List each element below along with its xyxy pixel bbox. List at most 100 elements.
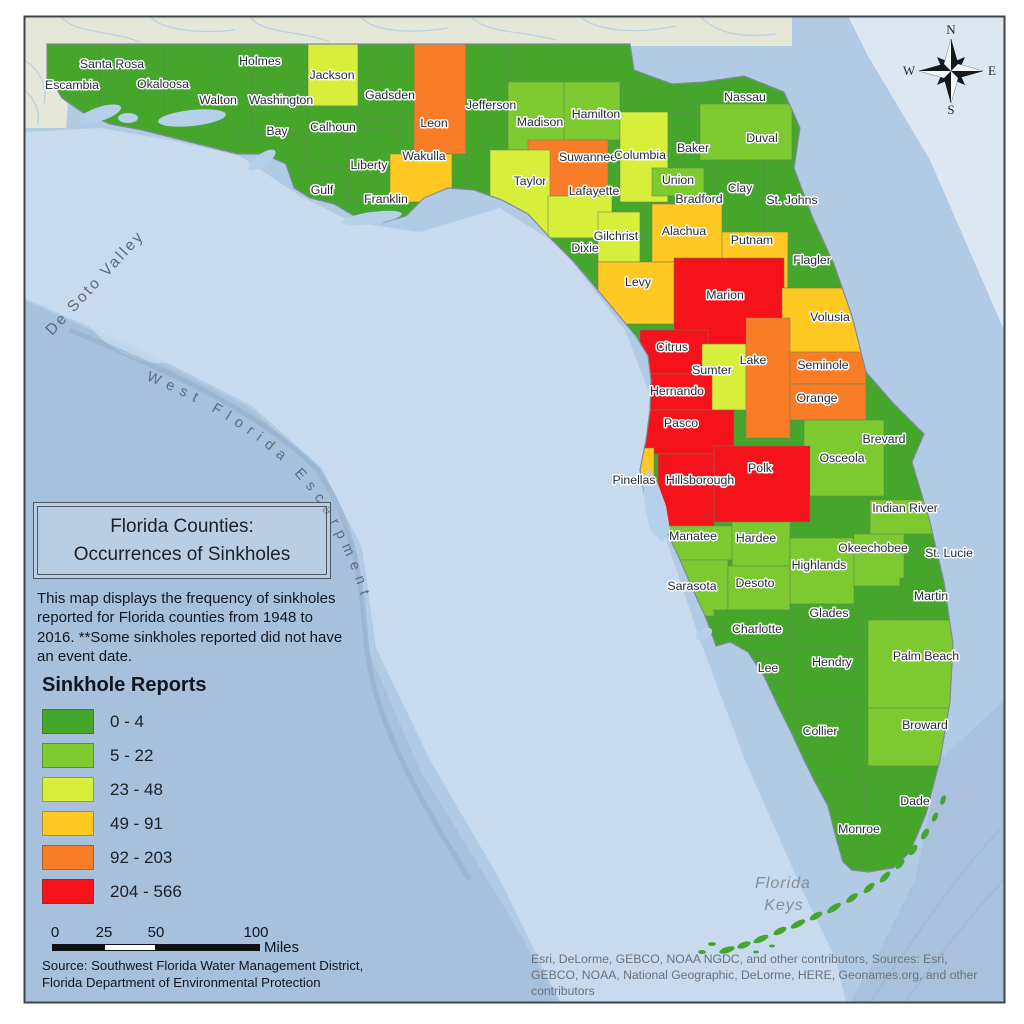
county-label-baker: Baker: [677, 141, 709, 155]
county-label-lafayette: Lafayette: [569, 184, 620, 198]
county-label-gulf: Gulf: [311, 183, 334, 197]
scalebar-tick: 25: [95, 924, 113, 941]
county-label-desoto: Desoto: [736, 576, 775, 590]
county-hendry: [789, 647, 871, 701]
county-seminole: [789, 351, 869, 385]
county-lake: [745, 317, 791, 439]
county-label-marion: Marion: [706, 288, 744, 302]
county-label-washington: Washington: [249, 93, 314, 107]
continental-shelf: [24, 128, 846, 1002]
map-title-box: Florida Counties: Occurrences of Sinkhol…: [33, 502, 331, 579]
county-label-gilchrist: Gilchrist: [594, 229, 639, 243]
legend-swatch: [42, 845, 94, 870]
legend-label: 0 - 4: [110, 711, 145, 731]
county-holmes: [251, 44, 309, 89]
scalebar-segment: [104, 944, 156, 951]
county-label-lake: Lake: [740, 353, 767, 367]
county-label-okaloosa: Okaloosa: [137, 77, 189, 91]
county-label-escambia: Escambia: [45, 78, 99, 92]
county-label-jefferson: Jefferson: [466, 98, 517, 112]
county-label-bradford: Bradford: [675, 192, 722, 206]
compass-east-label: E: [988, 63, 996, 78]
county-glades: [789, 603, 861, 649]
county-hamilton: [563, 81, 621, 141]
county-label-hendry: Hendry: [812, 655, 852, 669]
county-alachua: [651, 203, 723, 263]
county-label-polk: Polk: [748, 461, 773, 475]
county-desoto: [727, 565, 791, 611]
legend-label: 23 - 48: [110, 779, 163, 799]
tampa-bay: [643, 468, 670, 542]
county-label-monroe: Monroe: [838, 822, 880, 836]
neighbor-land: [24, 16, 792, 128]
county-label-alachua: Alachua: [662, 224, 707, 238]
scalebar-tick: 100: [243, 924, 269, 941]
county-madison: [507, 81, 565, 151]
county-gilchrist: [597, 211, 641, 263]
map-frame: [23, 15, 1006, 1004]
county-label-santa-rosa: Santa Rosa: [80, 57, 144, 71]
legend-swatch: [42, 709, 94, 734]
legend-title: Sinkhole Reports: [42, 674, 207, 696]
county-label-collier: Collier: [803, 724, 838, 738]
county-label-taylor: Taylor: [514, 174, 547, 188]
county-label-suwannee: Suwannee: [559, 150, 617, 164]
county-label-dixie: Dixie: [571, 241, 598, 255]
map-title-box-inner: Florida Counties: Occurrences of Sinkhol…: [37, 506, 327, 575]
county-label-levy: Levy: [625, 275, 652, 289]
county-washington: [251, 87, 309, 135]
county-label-liberty: Liberty: [351, 158, 389, 172]
county-label-hillsborough: Hillsborough: [666, 473, 735, 487]
scalebar-unit: Miles: [264, 939, 300, 956]
florida-keys-islands: [698, 795, 946, 954]
county-label-brevard: Brevard: [862, 432, 905, 446]
county-label-flagler: Flagler: [793, 253, 831, 267]
county-label-bay: Bay: [266, 124, 288, 138]
county-label-st-lucie: St. Lucie: [925, 546, 973, 560]
county-label-highlands: Highlands: [792, 558, 847, 572]
compass-south-label: S: [947, 102, 954, 117]
county-label-lee: Lee: [758, 661, 779, 675]
county-label-nassau: Nassau: [724, 90, 766, 104]
pale-water: [848, 16, 1004, 330]
county-label-leon: Leon: [420, 116, 448, 130]
county-duval: [699, 103, 793, 161]
escarpment-ridge: [69, 327, 473, 882]
county-hernando: [639, 373, 713, 411]
county-label-sarasota: Sarasota: [667, 579, 716, 593]
legend-row: 49 - 91: [42, 811, 206, 836]
county-gadsden: [357, 44, 415, 119]
attribution: Esri, DeLorme, GEBCO, NOAA NGDC, and oth…: [531, 952, 978, 999]
county-label-walton: Walton: [199, 93, 237, 107]
county-label-sumter: Sumter: [692, 363, 732, 377]
county-label-palm-beach: Palm Beach: [893, 649, 959, 663]
county-palm-beach: [867, 619, 953, 709]
state-outline: [46, 43, 954, 873]
county-label-union: Union: [662, 173, 694, 187]
ocean-label-florida-keys-line2: Keys: [764, 897, 804, 914]
county-leon: [413, 44, 467, 155]
county-label-st-johns: St. Johns: [766, 193, 817, 207]
county-label-gadsden: Gadsden: [365, 88, 415, 102]
county-hardee: [731, 521, 791, 567]
scalebar-segment: [52, 944, 104, 951]
legend-label: 92 - 203: [110, 847, 173, 867]
bays: [78, 104, 713, 641]
legend-swatch: [42, 777, 94, 802]
county-label-clay: Clay: [728, 181, 753, 195]
county-label-calhoun: Calhoun: [310, 120, 356, 134]
source-note: Source: Southwest Florida Water Manageme…: [42, 958, 364, 991]
county-label-indian-river: Indian River: [872, 501, 938, 515]
scalebar-segment: [156, 944, 260, 951]
ocean-label-florida-keys-line1: Florida: [755, 875, 811, 892]
county-label-franklin: Franklin: [364, 192, 408, 206]
county-label-columbia: Columbia: [614, 148, 666, 162]
county-label-hardee: Hardee: [736, 531, 776, 545]
map-description: This map displays the frequency of sinkh…: [37, 590, 343, 666]
county-label-holmes: Holmes: [239, 54, 281, 68]
county-label-putnam: Putnam: [731, 233, 773, 247]
legend-row: 5 - 22: [42, 743, 206, 768]
legend-label: 5 - 22: [110, 745, 154, 765]
county-label-osceola: Osceola: [819, 451, 864, 465]
